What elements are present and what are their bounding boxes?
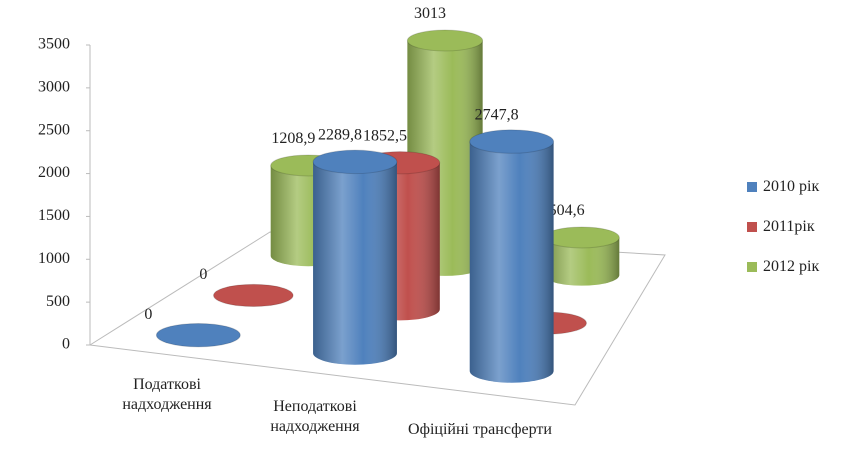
value-label: 504,6 [549,202,585,219]
y-tick-label: 500 [46,293,70,310]
y-tick-label: 1000 [38,250,70,267]
cylinder-top [543,226,620,249]
value-label: 3013 [414,5,446,22]
floor [88,45,666,406]
legend-label: 2011рік [763,218,815,235]
cylinder [469,129,555,383]
legend-item: 2012 рік [747,258,819,276]
cylinder-top [312,149,398,175]
cylinder [312,149,398,365]
legend-label: 2012 рік [763,258,820,275]
y-tick-label: 0 [62,336,70,353]
cylinder-top [406,29,484,52]
cylinder-top [213,283,294,308]
value-label: 1852,5 [363,127,407,144]
legend-item: 2011рік [747,218,815,236]
y-tick-label: 3000 [38,79,70,96]
cylinder-shade [469,141,554,383]
cylinder [543,226,620,286]
x-tick-label: Податкові надходження [122,376,212,413]
y-tick-label: 2000 [38,164,70,181]
cylinder [155,322,241,348]
x-tick-label: Неподаткові надходження [270,398,360,435]
cylinder-shade [313,161,397,365]
y-tick-label: 1500 [38,207,70,224]
legend-swatch [747,262,757,272]
legend-swatch [747,182,757,192]
value-label: 0 [144,306,152,323]
cylinder-top [469,129,555,154]
y-tick-label: 3500 [38,36,70,53]
legend-label: 2010 рік [763,178,820,195]
cylinder-shade [544,237,620,286]
cylinder [213,283,294,308]
cylinder-top [155,322,241,348]
legend-item: 2010 рік [747,178,819,196]
legend-swatch [747,222,757,232]
value-label: 2289,8 [318,127,362,144]
y-tick-label: 2500 [38,121,70,138]
x-tick-label: Офіційні трансферти [408,421,552,438]
value-label: 1208,9 [271,130,315,147]
value-label: 2747,8 [475,106,519,123]
value-label: 0 [199,266,207,283]
